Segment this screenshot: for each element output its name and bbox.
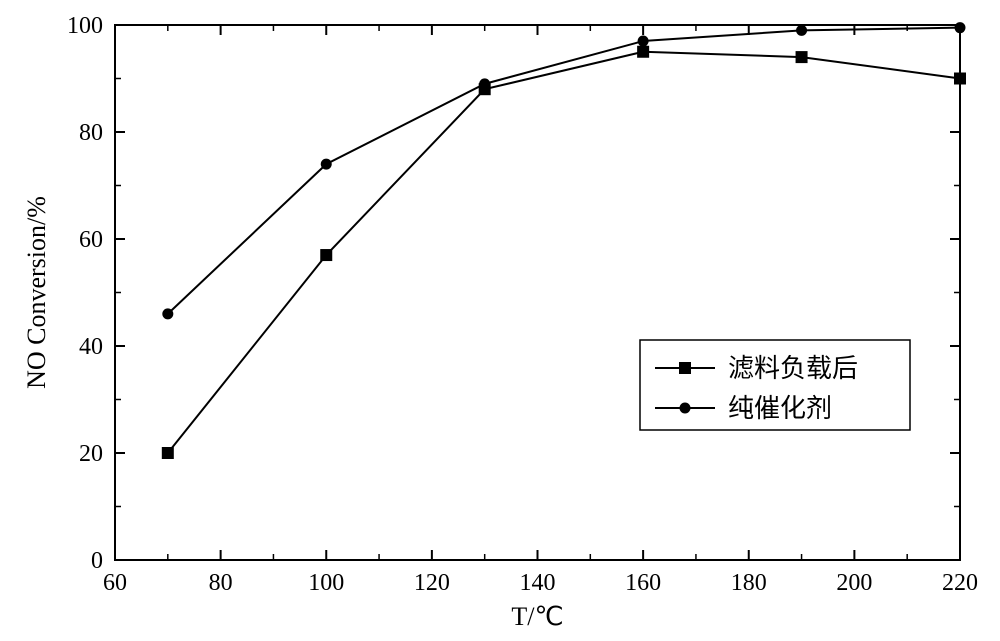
- y-tick-label: 0: [91, 548, 103, 574]
- marker-circle: [479, 78, 490, 89]
- x-tick-label: 120: [414, 570, 450, 596]
- y-tick-label: 100: [67, 13, 103, 39]
- marker-circle: [321, 159, 332, 170]
- marker-square: [320, 249, 332, 261]
- x-tick-label: 60: [103, 570, 127, 596]
- y-tick-label: 40: [79, 334, 103, 360]
- series-line-0: [168, 52, 960, 453]
- marker-square: [796, 51, 808, 63]
- marker-circle: [638, 36, 649, 47]
- marker-square: [637, 46, 649, 58]
- x-tick-label: 180: [731, 570, 767, 596]
- legend-label: 滤料负载后: [728, 354, 858, 383]
- x-tick-label: 140: [520, 570, 556, 596]
- x-tick-label: 100: [308, 570, 344, 596]
- x-tick-label: 200: [836, 570, 872, 596]
- x-tick-label: 80: [209, 570, 233, 596]
- chart-container: 60 80 100 120 140 160 180 200 220 0 20 40 60 80 100 T/℃…: [0, 0, 1000, 641]
- y-axis-label: NO Conversion/%: [22, 196, 51, 389]
- legend-marker-circle: [680, 403, 691, 414]
- y-tick-label: 60: [79, 227, 103, 253]
- marker-circle: [162, 308, 173, 319]
- legend-marker-square: [679, 362, 691, 374]
- line-chart: 60 80 100 120 140 160 180 200 220 0 20 40 60 80 100 T/℃…: [0, 0, 1000, 641]
- marker-square: [162, 447, 174, 459]
- marker-circle: [796, 25, 807, 36]
- legend-label: 纯催化剂: [728, 394, 832, 423]
- marker-circle: [955, 22, 966, 33]
- y-tick-label: 20: [79, 441, 103, 467]
- x-tick-label: 160: [625, 570, 661, 596]
- x-axis-label: T/℃: [511, 602, 563, 631]
- y-tick-label: 80: [79, 120, 103, 146]
- marker-square: [954, 73, 966, 85]
- x-tick-label: 220: [942, 570, 978, 596]
